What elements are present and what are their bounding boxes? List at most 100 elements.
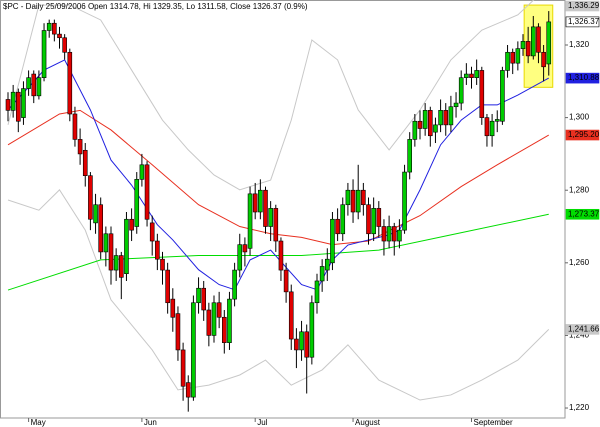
x-tick-label: Jul (257, 418, 267, 427)
x-tick-label: August (355, 418, 381, 427)
candle-body (211, 302, 217, 336)
candle-body (407, 139, 413, 173)
candle-body (530, 26, 536, 57)
x-tick-label: Jun (144, 418, 157, 427)
candle-body (5, 99, 11, 111)
candle-body (324, 258, 330, 271)
candle-body (443, 110, 449, 126)
value-label-box (565, 324, 600, 335)
y-tick-label: 1,220 (569, 403, 590, 412)
candle-body (196, 287, 201, 304)
candle-body (345, 189, 351, 206)
candle-body (309, 302, 315, 358)
candle-body (15, 91, 21, 122)
candle-body (299, 331, 304, 351)
candle-body (227, 298, 232, 343)
candle-body (237, 244, 243, 271)
candle-body (82, 149, 88, 176)
candle-body (88, 175, 93, 220)
chart-title: $PC - Daily 25/09/2006 Open 1314.78, Hi … (3, 2, 308, 11)
candle-body (21, 88, 26, 118)
candle-body (52, 22, 57, 35)
candle-body (386, 226, 392, 242)
value-label: 1,241.66 (568, 324, 600, 333)
candle-body (464, 73, 469, 78)
candle-body (489, 120, 495, 137)
candle-body (355, 189, 361, 213)
candle-body (10, 91, 16, 111)
overlay-layer (7, 0, 550, 401)
candle-body (155, 240, 160, 260)
candle-body (366, 204, 371, 235)
candle-body (304, 331, 310, 358)
candle-body (479, 70, 485, 118)
candle-body (113, 255, 119, 271)
candle-body (180, 349, 186, 387)
candle-body (361, 189, 366, 206)
candle-body (108, 233, 114, 271)
candle-body (77, 139, 83, 155)
value-label: 1,326.37 (568, 17, 600, 26)
candle-body (41, 30, 47, 78)
candle-body (350, 189, 356, 213)
candle-body (294, 338, 299, 351)
candle-body (247, 193, 253, 249)
candle-body (144, 164, 150, 220)
plot-area (0, 0, 566, 419)
overlay-line (7, 189, 550, 401)
candle-body (525, 41, 531, 57)
candle-body (412, 120, 418, 140)
candle-body (258, 189, 263, 213)
y-tick-label: 1,300 (569, 113, 590, 122)
value-label: 1,336.29 (568, 1, 600, 10)
candle-body (98, 204, 103, 253)
candle-body (433, 124, 438, 133)
candle-body (160, 258, 165, 271)
candle-layer (5, 11, 552, 412)
candle-body (319, 266, 325, 282)
candle-body (165, 269, 170, 304)
candle-body (422, 110, 428, 129)
candle-body (72, 113, 78, 140)
value-label-box (565, 72, 600, 84)
candle-body (36, 77, 42, 97)
candle-body (242, 244, 248, 253)
candle-body (288, 291, 294, 340)
candle-body (93, 204, 98, 224)
candle-body (206, 309, 212, 336)
candle-body (371, 208, 376, 235)
candle-body (458, 77, 464, 104)
candle-body (170, 298, 176, 318)
candle-body (510, 51, 516, 64)
candle-body (494, 119, 500, 122)
candle-body (376, 208, 382, 227)
candle-body (119, 255, 124, 278)
candle-body (268, 208, 273, 227)
candle-body (124, 218, 129, 275)
candle-body (474, 70, 479, 78)
candle-body (129, 218, 134, 231)
candle-body (31, 73, 37, 97)
value-label: 1,310.88 (568, 73, 600, 82)
candle-body (191, 302, 196, 398)
value-label-box (565, 0, 600, 12)
value-label: 1,295.20 (568, 130, 600, 139)
candle-body (335, 218, 340, 235)
candle-body (536, 26, 541, 53)
candle-body (546, 21, 552, 65)
candle-body (438, 110, 443, 126)
overlay-line (7, 213, 549, 291)
candle-body (222, 316, 227, 343)
overlay-line (7, 0, 535, 191)
overlay-line (7, 59, 549, 291)
candle-body (469, 73, 474, 78)
candle-body (149, 222, 155, 242)
candle-body (62, 37, 67, 53)
y-tick-label: 1,320 (569, 40, 590, 49)
candle-body (500, 70, 505, 122)
candle-body (397, 229, 402, 242)
candle-body (330, 218, 335, 264)
candle-body (175, 313, 181, 351)
candle-body (381, 226, 387, 242)
value-label-box (565, 16, 600, 28)
